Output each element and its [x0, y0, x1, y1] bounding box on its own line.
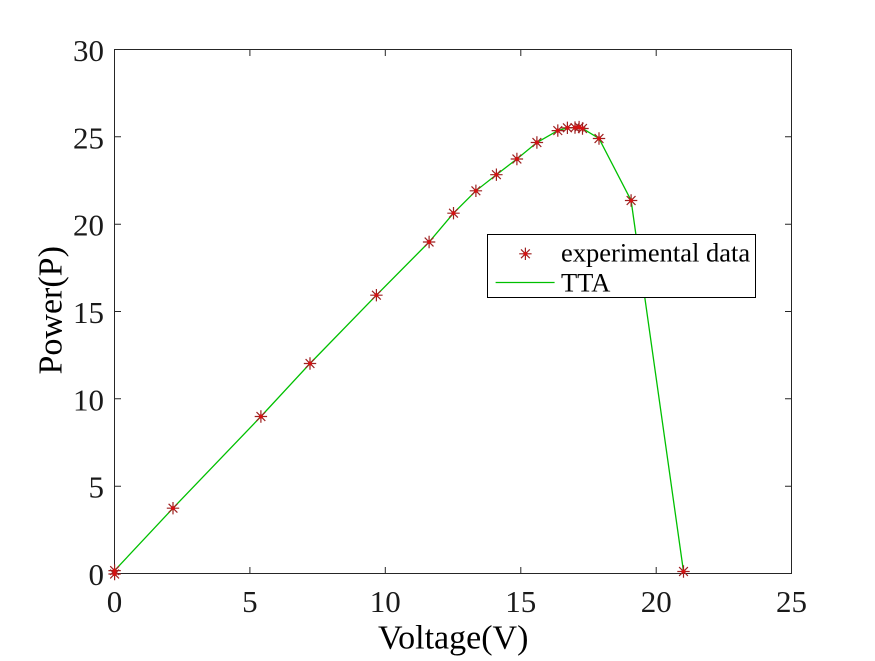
svg-text:15: 15 [505, 584, 536, 619]
svg-text:0: 0 [107, 584, 123, 619]
svg-text:25: 25 [776, 584, 807, 619]
svg-text:10: 10 [370, 584, 401, 619]
svg-text:Power(P): Power(P) [33, 246, 70, 374]
svg-text:5: 5 [242, 584, 258, 619]
svg-text:0: 0 [89, 557, 105, 592]
svg-text:experimental data: experimental data [561, 238, 750, 268]
svg-text:25: 25 [73, 120, 104, 155]
svg-text:TTA: TTA [561, 268, 610, 298]
svg-text:20: 20 [73, 208, 104, 243]
svg-text:5: 5 [89, 470, 105, 505]
svg-text:15: 15 [73, 295, 104, 330]
svg-text:Voltage(V): Voltage(V) [378, 620, 528, 657]
svg-text:10: 10 [73, 382, 104, 417]
svg-text:30: 30 [73, 33, 104, 68]
svg-text:20: 20 [641, 584, 672, 619]
